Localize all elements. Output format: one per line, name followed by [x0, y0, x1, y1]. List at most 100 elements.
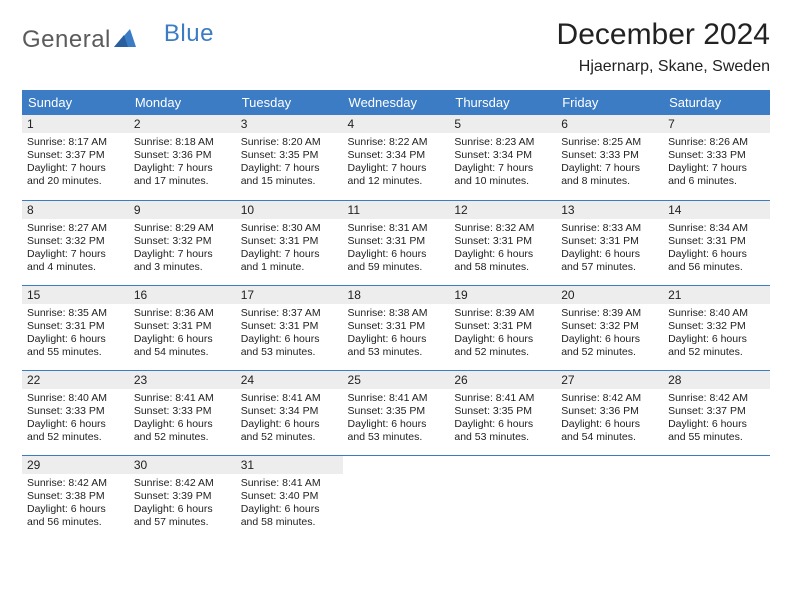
calendar-cell	[449, 455, 556, 540]
calendar-cell: 16Sunrise: 8:36 AMSunset: 3:31 PMDayligh…	[129, 285, 236, 370]
calendar-cell: 22Sunrise: 8:40 AMSunset: 3:33 PMDayligh…	[22, 370, 129, 455]
day-number: 2	[129, 115, 236, 133]
day-number: 18	[343, 286, 450, 304]
calendar-cell: 11Sunrise: 8:31 AMSunset: 3:31 PMDayligh…	[343, 200, 450, 285]
calendar-row: 8Sunrise: 8:27 AMSunset: 3:32 PMDaylight…	[22, 200, 770, 285]
calendar-cell: 26Sunrise: 8:41 AMSunset: 3:35 PMDayligh…	[449, 370, 556, 455]
day-number: 10	[236, 201, 343, 219]
day-number: 6	[556, 115, 663, 133]
day-number: 8	[22, 201, 129, 219]
day-number: 19	[449, 286, 556, 304]
day-details: Sunrise: 8:37 AMSunset: 3:31 PMDaylight:…	[236, 304, 343, 364]
calendar-cell	[556, 455, 663, 540]
day-details: Sunrise: 8:30 AMSunset: 3:31 PMDaylight:…	[236, 219, 343, 279]
calendar-cell: 31Sunrise: 8:41 AMSunset: 3:40 PMDayligh…	[236, 455, 343, 540]
day-number: 17	[236, 286, 343, 304]
day-number: 13	[556, 201, 663, 219]
calendar-cell: 24Sunrise: 8:41 AMSunset: 3:34 PMDayligh…	[236, 370, 343, 455]
calendar-row: 29Sunrise: 8:42 AMSunset: 3:38 PMDayligh…	[22, 455, 770, 540]
calendar-cell: 15Sunrise: 8:35 AMSunset: 3:31 PMDayligh…	[22, 285, 129, 370]
day-number: 24	[236, 371, 343, 389]
day-number: 9	[129, 201, 236, 219]
calendar-cell: 17Sunrise: 8:37 AMSunset: 3:31 PMDayligh…	[236, 285, 343, 370]
weekday-header: Friday	[556, 90, 663, 115]
day-details: Sunrise: 8:42 AMSunset: 3:39 PMDaylight:…	[129, 474, 236, 534]
day-number: 5	[449, 115, 556, 133]
weekday-header: Thursday	[449, 90, 556, 115]
title-block: December 2024 Hjaernarp, Skane, Sweden	[557, 18, 770, 76]
calendar-cell: 30Sunrise: 8:42 AMSunset: 3:39 PMDayligh…	[129, 455, 236, 540]
calendar-body: 1Sunrise: 8:17 AMSunset: 3:37 PMDaylight…	[22, 115, 770, 540]
day-number: 29	[22, 456, 129, 474]
weekday-header: Tuesday	[236, 90, 343, 115]
day-details: Sunrise: 8:35 AMSunset: 3:31 PMDaylight:…	[22, 304, 129, 364]
day-details: Sunrise: 8:42 AMSunset: 3:36 PMDaylight:…	[556, 389, 663, 449]
weekday-header: Sunday	[22, 90, 129, 115]
day-details: Sunrise: 8:41 AMSunset: 3:34 PMDaylight:…	[236, 389, 343, 449]
day-details: Sunrise: 8:41 AMSunset: 3:40 PMDaylight:…	[236, 474, 343, 534]
weekday-header: Saturday	[663, 90, 770, 115]
day-details: Sunrise: 8:34 AMSunset: 3:31 PMDaylight:…	[663, 219, 770, 279]
month-title: December 2024	[557, 18, 770, 52]
day-details: Sunrise: 8:40 AMSunset: 3:33 PMDaylight:…	[22, 389, 129, 449]
calendar-cell: 3Sunrise: 8:20 AMSunset: 3:35 PMDaylight…	[236, 115, 343, 200]
day-details: Sunrise: 8:25 AMSunset: 3:33 PMDaylight:…	[556, 133, 663, 193]
calendar-row: 22Sunrise: 8:40 AMSunset: 3:33 PMDayligh…	[22, 370, 770, 455]
brand-text-blue: Blue	[164, 20, 214, 48]
calendar-cell: 1Sunrise: 8:17 AMSunset: 3:37 PMDaylight…	[22, 115, 129, 200]
weekday-header-row: SundayMondayTuesdayWednesdayThursdayFrid…	[22, 90, 770, 115]
day-number: 22	[22, 371, 129, 389]
day-details: Sunrise: 8:22 AMSunset: 3:34 PMDaylight:…	[343, 133, 450, 193]
calendar-cell: 8Sunrise: 8:27 AMSunset: 3:32 PMDaylight…	[22, 200, 129, 285]
calendar-row: 1Sunrise: 8:17 AMSunset: 3:37 PMDaylight…	[22, 115, 770, 200]
day-number: 25	[343, 371, 450, 389]
calendar-cell: 20Sunrise: 8:39 AMSunset: 3:32 PMDayligh…	[556, 285, 663, 370]
day-number: 3	[236, 115, 343, 133]
day-number: 28	[663, 371, 770, 389]
day-details: Sunrise: 8:39 AMSunset: 3:31 PMDaylight:…	[449, 304, 556, 364]
calendar-cell: 10Sunrise: 8:30 AMSunset: 3:31 PMDayligh…	[236, 200, 343, 285]
day-details: Sunrise: 8:32 AMSunset: 3:31 PMDaylight:…	[449, 219, 556, 279]
calendar-cell	[663, 455, 770, 540]
day-details: Sunrise: 8:38 AMSunset: 3:31 PMDaylight:…	[343, 304, 450, 364]
calendar-cell: 6Sunrise: 8:25 AMSunset: 3:33 PMDaylight…	[556, 115, 663, 200]
day-number: 4	[343, 115, 450, 133]
calendar-cell: 23Sunrise: 8:41 AMSunset: 3:33 PMDayligh…	[129, 370, 236, 455]
day-number: 14	[663, 201, 770, 219]
day-number: 31	[236, 456, 343, 474]
day-number: 12	[449, 201, 556, 219]
day-number: 15	[22, 286, 129, 304]
calendar-cell: 2Sunrise: 8:18 AMSunset: 3:36 PMDaylight…	[129, 115, 236, 200]
calendar-cell	[343, 455, 450, 540]
day-details: Sunrise: 8:42 AMSunset: 3:38 PMDaylight:…	[22, 474, 129, 534]
weekday-header: Monday	[129, 90, 236, 115]
day-number: 23	[129, 371, 236, 389]
header: General Blue December 2024 Hjaernarp, Sk…	[22, 18, 770, 76]
day-details: Sunrise: 8:42 AMSunset: 3:37 PMDaylight:…	[663, 389, 770, 449]
day-details: Sunrise: 8:40 AMSunset: 3:32 PMDaylight:…	[663, 304, 770, 364]
day-details: Sunrise: 8:33 AMSunset: 3:31 PMDaylight:…	[556, 219, 663, 279]
day-details: Sunrise: 8:31 AMSunset: 3:31 PMDaylight:…	[343, 219, 450, 279]
day-details: Sunrise: 8:39 AMSunset: 3:32 PMDaylight:…	[556, 304, 663, 364]
calendar-cell: 18Sunrise: 8:38 AMSunset: 3:31 PMDayligh…	[343, 285, 450, 370]
day-number: 20	[556, 286, 663, 304]
calendar-cell: 28Sunrise: 8:42 AMSunset: 3:37 PMDayligh…	[663, 370, 770, 455]
calendar-cell: 12Sunrise: 8:32 AMSunset: 3:31 PMDayligh…	[449, 200, 556, 285]
calendar-cell: 25Sunrise: 8:41 AMSunset: 3:35 PMDayligh…	[343, 370, 450, 455]
day-number: 30	[129, 456, 236, 474]
day-details: Sunrise: 8:18 AMSunset: 3:36 PMDaylight:…	[129, 133, 236, 193]
calendar-cell: 5Sunrise: 8:23 AMSunset: 3:34 PMDaylight…	[449, 115, 556, 200]
brand-logo: General Blue	[22, 18, 214, 62]
day-details: Sunrise: 8:41 AMSunset: 3:35 PMDaylight:…	[343, 389, 450, 449]
day-details: Sunrise: 8:41 AMSunset: 3:35 PMDaylight:…	[449, 389, 556, 449]
day-details: Sunrise: 8:41 AMSunset: 3:33 PMDaylight:…	[129, 389, 236, 449]
calendar-cell: 21Sunrise: 8:40 AMSunset: 3:32 PMDayligh…	[663, 285, 770, 370]
calendar-row: 15Sunrise: 8:35 AMSunset: 3:31 PMDayligh…	[22, 285, 770, 370]
day-number: 21	[663, 286, 770, 304]
weekday-header: Wednesday	[343, 90, 450, 115]
calendar-cell: 4Sunrise: 8:22 AMSunset: 3:34 PMDaylight…	[343, 115, 450, 200]
calendar-cell: 14Sunrise: 8:34 AMSunset: 3:31 PMDayligh…	[663, 200, 770, 285]
calendar-cell: 19Sunrise: 8:39 AMSunset: 3:31 PMDayligh…	[449, 285, 556, 370]
calendar-cell: 9Sunrise: 8:29 AMSunset: 3:32 PMDaylight…	[129, 200, 236, 285]
calendar-cell: 13Sunrise: 8:33 AMSunset: 3:31 PMDayligh…	[556, 200, 663, 285]
